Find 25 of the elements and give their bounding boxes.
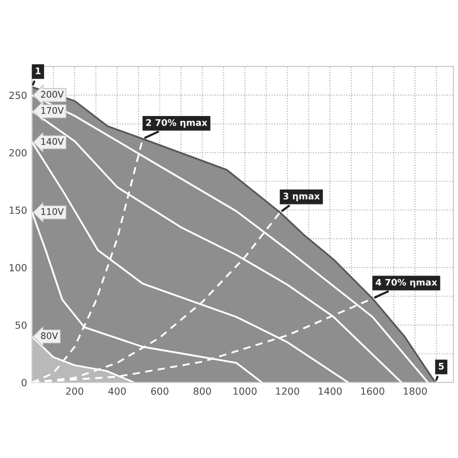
- annotation: 5: [438, 362, 444, 370]
- x-tick-label: 800: [194, 387, 211, 395]
- annotation: 2 70% ηmax: [146, 119, 208, 128]
- series-label: 200V: [41, 90, 64, 98]
- annotation: 1: [36, 68, 40, 74]
- series-label: 80V: [41, 332, 58, 340]
- series-label: 140V: [41, 138, 64, 145]
- x-tick-label: 1000: [234, 387, 257, 395]
- y-tick-label: 200: [9, 149, 27, 156]
- annotation: 4 70% ηmax: [376, 278, 438, 288]
- y-tick-label: 0: [22, 378, 27, 386]
- y-tick-label: 250: [9, 92, 27, 99]
- y-tick-label: 50: [16, 321, 27, 329]
- x-tick-label: 1400: [318, 387, 342, 395]
- x-tick-label: 400: [108, 387, 126, 395]
- x-tick-label: 1200: [276, 387, 300, 395]
- x-tick-label: 200: [66, 387, 84, 395]
- x-tick-label: 1600: [361, 387, 384, 395]
- y-tick-label: 150: [10, 206, 27, 214]
- x-tick-label: 1800: [404, 387, 427, 395]
- y-tick-label: 100: [10, 264, 27, 272]
- x-tick-label: 600: [151, 387, 168, 395]
- series-label: 110V: [41, 208, 64, 215]
- legend-label: 170V: [41, 107, 64, 114]
- annotation: 3 ηmax: [283, 192, 320, 202]
